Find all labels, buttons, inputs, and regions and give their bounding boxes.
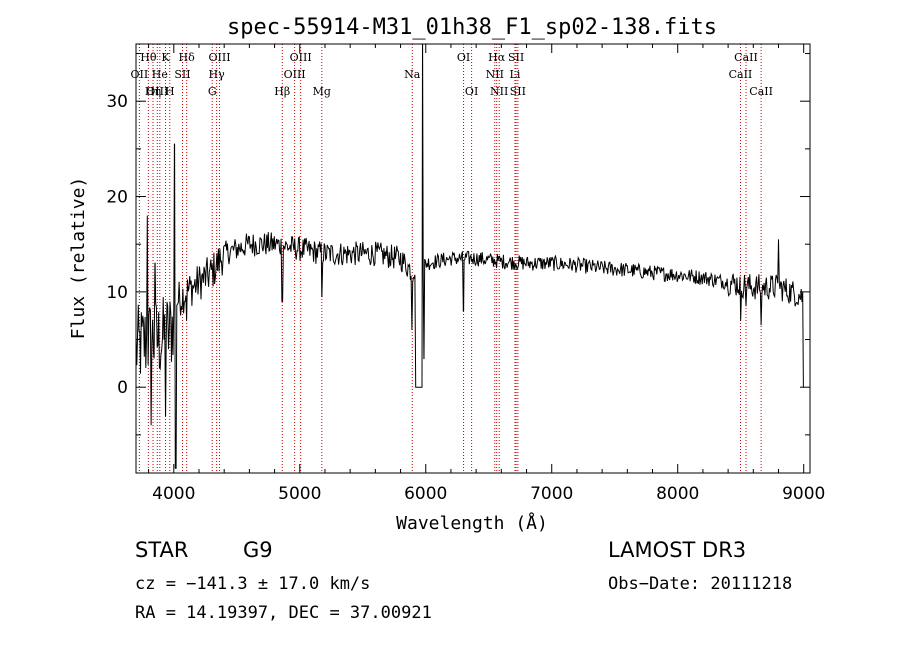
chart-title: spec-55914-M31_01h38_F1_sp02-138.fits	[227, 15, 717, 40]
line-label: Hη	[145, 85, 161, 98]
line-label: OII	[131, 68, 149, 81]
y-axis-label: Flux (relative)	[68, 177, 89, 340]
x-tick-label: 5000	[278, 484, 321, 504]
line-label: Hα	[488, 51, 506, 64]
line-label: SII	[508, 51, 524, 64]
object-class: STAR	[135, 538, 189, 562]
x-tick-label: 8000	[656, 484, 699, 504]
line-label: SII	[510, 85, 526, 98]
x-tick-label: 6000	[404, 484, 447, 504]
x-tick-label: 4000	[152, 484, 195, 504]
line-label: CaII	[749, 85, 773, 98]
axis-tick-labels: 4000 5000 6000 7000 8000 9000 0 10 20 30	[106, 92, 825, 504]
line-label: OI	[465, 85, 478, 98]
line-label: H	[165, 85, 175, 98]
line-label: K	[161, 51, 170, 64]
x-tick-label: 9000	[782, 484, 825, 504]
line-label: G	[208, 85, 217, 98]
line-label: Li	[510, 68, 521, 81]
line-label: SII	[174, 68, 190, 81]
observation-date: Obs−Date: 20111218	[608, 574, 793, 594]
line-label: OIII	[284, 68, 306, 81]
line-label: CaII	[729, 68, 753, 81]
plot-frame	[135, 43, 811, 474]
y-tick-label: 20	[106, 188, 128, 208]
y-tick-label: 30	[106, 92, 128, 112]
y-tick-label: 10	[106, 283, 128, 303]
line-label: OIII	[208, 51, 230, 64]
line-label: He	[152, 68, 168, 81]
coordinates: RA = 14.19397, DEC = 37.00921	[135, 603, 432, 623]
line-label: OI	[457, 51, 470, 64]
line-label: Hθ	[140, 51, 157, 64]
line-label: NII	[486, 68, 504, 81]
line-label: Na	[404, 68, 421, 81]
emission-line-markers	[138, 44, 762, 473]
axis-ticks	[136, 44, 810, 473]
y-tick-label: 0	[117, 378, 128, 398]
line-label: Hγ	[209, 68, 226, 81]
emission-line-labels: Hθ OII OIII He Hη K SII H Hδ OIII Hγ G Hβ OIII OIII Mg N…	[131, 51, 773, 98]
line-label: NII	[490, 85, 508, 98]
line-label: CaII	[734, 51, 758, 64]
redshift-velocity: cz = −141.3 ± 17.0 km/s	[135, 574, 371, 594]
line-label: OIII	[146, 85, 168, 98]
line-label: Hβ	[274, 85, 290, 98]
object-subclass: G9	[243, 538, 273, 562]
spectrum-line	[135, 43, 804, 469]
line-label: Mg	[313, 85, 331, 98]
survey-name: LAMOST DR3	[608, 538, 747, 562]
x-axis-label: Wavelength (Å)	[396, 512, 548, 534]
line-label: OIII	[290, 51, 312, 64]
x-tick-label: 7000	[530, 484, 573, 504]
line-label: Hδ	[179, 51, 196, 64]
